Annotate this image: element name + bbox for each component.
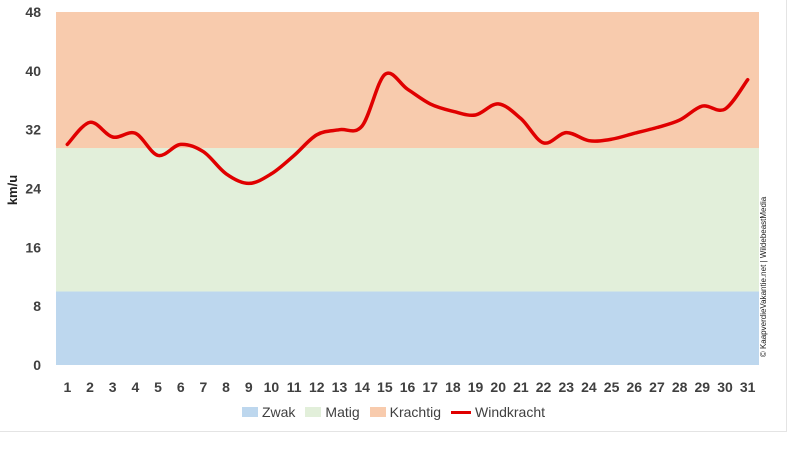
band-matig: [56, 148, 759, 292]
chart-frame: 0 8 16 24 32 40 48 1 2 3 4 5 6 7 8 9 10 11 12 13 14 15 16 17 18…: [0, 0, 787, 432]
y-axis-label: km/u: [5, 175, 20, 205]
credit-text: © KaapverdieVakantie.net | WildebeastMed…: [759, 196, 768, 357]
x-tick-label: 31: [740, 379, 756, 395]
x-tick-label: 6: [177, 379, 185, 395]
x-tick-label: 3: [109, 379, 117, 395]
x-tick-label: 15: [377, 379, 393, 395]
y-tick-label: 32: [25, 122, 41, 138]
legend-item-windkracht: Windkracht: [451, 404, 545, 420]
legend-label-zwak: Zwak: [261, 404, 296, 420]
y-tick-label: 8: [33, 298, 41, 314]
y-tick-label: 40: [25, 63, 41, 79]
legend-swatch-zwak: [241, 407, 258, 417]
x-tick-label: 21: [513, 379, 529, 395]
legend-swatch-matig: [305, 407, 322, 417]
x-tick-label: 20: [490, 379, 506, 395]
legend-label-krachtig: Krachtig: [389, 404, 441, 420]
x-tick-label: 16: [400, 379, 416, 395]
x-tick-label: 1: [63, 379, 71, 395]
x-tick-label: 8: [222, 379, 230, 395]
x-tick-label: 26: [626, 379, 642, 395]
x-tick-label: 23: [558, 379, 574, 395]
x-tick-label: 24: [581, 379, 597, 395]
x-tick-label: 28: [672, 379, 688, 395]
legend-item-zwak: Zwak: [241, 404, 296, 420]
x-tick-label: 22: [536, 379, 552, 395]
x-tick-label: 27: [649, 379, 665, 395]
band-krachtig: [56, 12, 759, 149]
x-tick-label: 2: [86, 379, 94, 395]
x-tick-label: 14: [354, 379, 370, 395]
x-tick-label: 18: [445, 379, 461, 395]
x-tick-label: 7: [200, 379, 208, 395]
x-tick-label: 29: [695, 379, 711, 395]
x-tick-label: 30: [717, 379, 733, 395]
legend-swatch-krachtig: [369, 407, 386, 417]
y-tick-label: 24: [25, 181, 41, 197]
x-tick-label: 13: [332, 379, 348, 395]
x-tick-label: 19: [468, 379, 484, 395]
legend: Zwak Matig Krachtig Windkracht: [0, 404, 787, 420]
series-line-windkracht: [65, 71, 750, 186]
y-tick-label: 48: [25, 4, 41, 20]
legend-label-windkracht: Windkracht: [475, 404, 546, 420]
band-zwak: [56, 291, 759, 365]
x-tick-label: 11: [287, 379, 302, 395]
x-tick-label: 17: [422, 379, 438, 395]
x-tick-label: 25: [604, 379, 620, 395]
y-tick-label: 0: [33, 357, 41, 373]
legend-item-matig: Matig: [305, 404, 360, 420]
x-tick-label: 10: [264, 379, 280, 395]
legend-item-krachtig: Krachtig: [369, 404, 441, 420]
legend-line-windkracht: [451, 410, 471, 414]
x-tick-label: 5: [154, 379, 162, 395]
x-tick-label: 9: [245, 379, 253, 395]
legend-label-matig: Matig: [325, 404, 360, 420]
x-tick-label: 12: [309, 379, 325, 395]
y-tick-label: 16: [25, 239, 41, 255]
x-tick-label: 4: [131, 379, 139, 395]
